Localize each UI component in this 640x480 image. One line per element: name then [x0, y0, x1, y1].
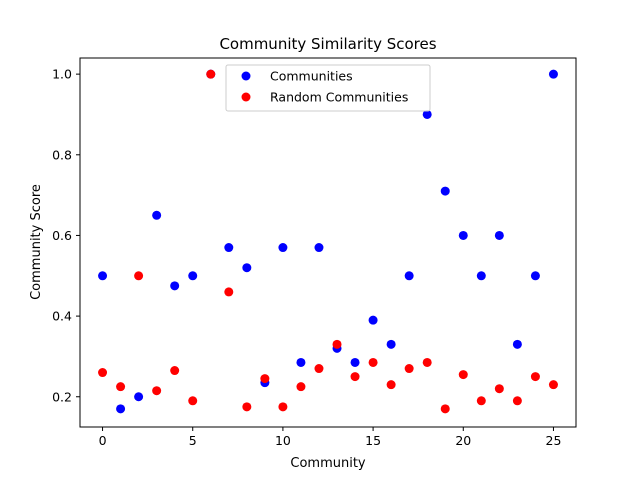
- point-random-communities: [206, 69, 216, 79]
- point-communities: [188, 271, 198, 281]
- chart-title: Community Similarity Scores: [219, 35, 436, 53]
- y-tick-label: 0.8: [52, 147, 72, 162]
- point-random-communities: [98, 368, 108, 378]
- point-random-communities: [242, 402, 252, 412]
- point-communities: [134, 392, 144, 402]
- y-tick-label: 0.2: [52, 389, 72, 404]
- point-random-communities: [440, 404, 450, 414]
- point-communities: [314, 243, 324, 253]
- point-communities: [512, 339, 522, 349]
- point-random-communities: [422, 357, 432, 367]
- point-communities: [116, 404, 126, 414]
- point-communities: [224, 243, 234, 253]
- x-tick-label: 20: [455, 433, 471, 448]
- x-tick-label: 5: [189, 433, 197, 448]
- point-random-communities: [188, 396, 198, 406]
- point-random-communities: [314, 364, 324, 374]
- point-random-communities: [152, 386, 162, 396]
- point-communities: [440, 186, 450, 196]
- point-random-communities: [170, 366, 180, 376]
- x-axis-label: Community: [290, 456, 366, 471]
- point-communities: [368, 315, 378, 325]
- legend-marker-communities: [241, 71, 251, 81]
- point-communities: [278, 243, 288, 253]
- y-axis-label: Community Score: [29, 184, 44, 300]
- point-communities: [458, 230, 468, 240]
- point-communities: [386, 339, 396, 349]
- point-random-communities: [476, 396, 486, 406]
- point-communities: [494, 230, 504, 240]
- point-communities: [404, 271, 414, 281]
- point-communities: [476, 271, 486, 281]
- data-points: [98, 69, 558, 414]
- point-random-communities: [116, 382, 126, 392]
- plot-area: [79, 57, 577, 428]
- x-tick-label: 10: [275, 433, 291, 448]
- point-random-communities: [350, 372, 360, 382]
- point-random-communities: [530, 372, 540, 382]
- y-tick-label: 0.4: [52, 309, 72, 324]
- point-random-communities: [368, 357, 378, 367]
- point-communities: [98, 271, 108, 281]
- point-random-communities: [458, 370, 468, 380]
- point-random-communities: [386, 380, 396, 390]
- point-random-communities: [332, 339, 342, 349]
- x-tick-label: 15: [365, 433, 381, 448]
- x-tick-label: 25: [546, 433, 562, 448]
- legend-label-communities: Communities: [270, 69, 353, 84]
- point-random-communities: [134, 271, 144, 281]
- legend-box: [225, 64, 431, 112]
- point-communities: [530, 271, 540, 281]
- point-communities: [548, 69, 558, 79]
- legend-label-random-communities: Random Communities: [270, 90, 408, 105]
- point-communities: [152, 210, 162, 220]
- x-tick-label: 0: [99, 433, 107, 448]
- point-random-communities: [494, 384, 504, 394]
- point-random-communities: [260, 374, 270, 384]
- y-axis-ticks: 0.2 0.4 0.6 0.8 1.0: [52, 67, 80, 404]
- point-random-communities: [224, 287, 234, 297]
- x-axis-ticks: 0 5 10 15 20 25: [99, 427, 562, 448]
- point-random-communities: [548, 380, 558, 390]
- point-communities: [170, 281, 180, 291]
- y-tick-label: 1.0: [52, 67, 72, 82]
- point-random-communities: [296, 382, 306, 392]
- point-random-communities: [278, 402, 288, 412]
- point-communities: [242, 263, 252, 273]
- point-communities: [422, 109, 432, 119]
- y-tick-label: 0.6: [52, 228, 72, 243]
- legend-marker-random-communities: [241, 92, 251, 102]
- chart-legend: Communities Random Communities: [225, 64, 431, 112]
- point-communities: [350, 357, 360, 367]
- point-random-communities: [512, 396, 522, 406]
- point-random-communities: [404, 364, 414, 374]
- point-communities: [296, 357, 306, 367]
